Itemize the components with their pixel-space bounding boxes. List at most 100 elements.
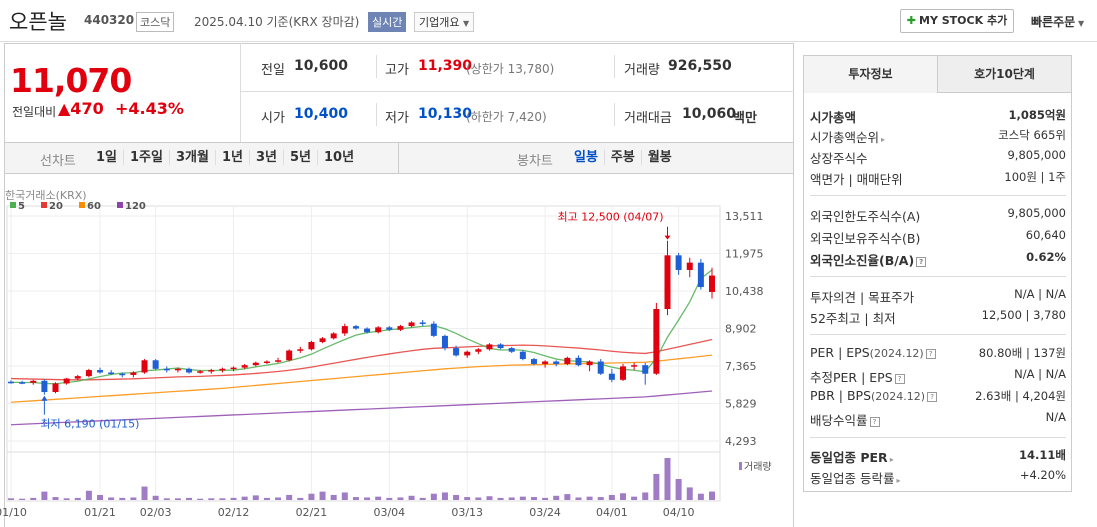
candle-body — [275, 360, 282, 362]
volume-bar — [497, 497, 504, 500]
info-icon[interactable]: ? — [894, 373, 905, 384]
x-tick-label: 03/24 — [529, 506, 561, 519]
tab-candle-0[interactable]: 일봉 — [568, 150, 605, 165]
info-icon[interactable]: ? — [916, 256, 927, 267]
tab-line-3[interactable]: 1년 — [216, 150, 250, 165]
volume-bar — [530, 497, 537, 500]
candle-body — [675, 255, 682, 270]
dividend-label: 배당수익률 — [810, 413, 868, 428]
sector-per-row[interactable]: 동일업종 PER ▸ 14.11배 — [810, 447, 1066, 467]
candle-body — [441, 335, 448, 349]
candle-body — [186, 368, 193, 373]
foreign-limit-value: 9,805,000 — [1007, 206, 1066, 220]
price-summary-box — [4, 43, 794, 143]
candle-body — [664, 255, 671, 310]
x-tick-label: 02/12 — [218, 506, 250, 519]
chevron-right-icon: ▸ — [889, 455, 894, 464]
tab-line-0[interactable]: 1일 — [90, 150, 125, 165]
ma5-line — [10, 269, 713, 385]
volume-bar — [8, 498, 14, 500]
opinion-label: 투자의견 | 목표주가 — [810, 290, 915, 305]
tab-line-2[interactable]: 3개월 — [170, 150, 216, 165]
quick-order-dropdown[interactable]: 빠른주문 ▼ — [1031, 13, 1084, 30]
candle-body — [619, 366, 626, 380]
tab-line-1[interactable]: 1주일 — [124, 150, 170, 165]
est-per-row: 추정PER | EPS? N/A | N/A — [810, 367, 1066, 387]
candle-body — [397, 326, 404, 330]
company-overview-dropdown[interactable]: 기업개요 ▼ — [414, 12, 475, 32]
pbr-date: (2024.12) — [871, 390, 926, 403]
candle-body — [219, 368, 226, 371]
candle-body — [208, 370, 215, 372]
x-tick-label: 03/13 — [451, 506, 483, 519]
par-row: 액면가 | 매매단위 100원 | 1주 — [810, 169, 1066, 189]
pbr-row: PBR | BPS(2024.12)? 2.63배 | 4,204원 — [810, 388, 1066, 408]
y-tick-label: 8,902 — [725, 323, 757, 336]
sector-rate-row[interactable]: 동일업종 등락률 ▸ +4.20% — [810, 468, 1066, 488]
stock-code: 440320 — [84, 13, 135, 27]
volume-bar — [397, 497, 404, 500]
tab-candle-2[interactable]: 월봉 — [647, 150, 672, 165]
candle-body — [141, 360, 148, 373]
low-annotation: 최저 6,190 (01/15) — [40, 418, 139, 431]
volume-bar — [63, 498, 70, 500]
y-tick-label: 10,438 — [725, 285, 764, 298]
divider — [810, 195, 1066, 196]
add-my-stock-button[interactable]: ✚ MY STOCK 추가 — [900, 9, 1014, 33]
amount-value: 10,060 — [682, 106, 737, 122]
divider — [614, 55, 615, 78]
candle-body — [375, 327, 382, 333]
candle-body — [453, 348, 460, 356]
shares-label: 상장주식수 — [810, 151, 868, 166]
sector-rate-value: +4.20% — [1019, 468, 1066, 482]
foreign-limit-label: 외국인한도주식수(A) — [810, 209, 921, 224]
tab-investment-info-label: 투자정보 — [848, 67, 893, 81]
w52-label: 52주최고 | 최저 — [810, 311, 896, 326]
change-rate: +4.43% — [115, 99, 184, 118]
sector-per-value: 14.11배 — [1019, 448, 1066, 462]
prev-close-value: 10,600 — [294, 58, 349, 74]
tab-order-book[interactable]: 호가10단계 — [938, 56, 1071, 93]
tab-line-5[interactable]: 5년 — [284, 150, 318, 165]
candle-body — [252, 362, 259, 366]
tab-investment-info[interactable]: 투자정보 — [804, 56, 938, 93]
candle-body — [108, 372, 115, 374]
volume-bar — [453, 494, 460, 500]
volume-label: 거래량 — [744, 461, 772, 473]
market-cap-rank-row[interactable]: 시가총액순위 ▸ 코스닥 665위 — [810, 127, 1066, 147]
prev-close-label: 전일 — [261, 63, 285, 78]
foreign-ratio-label: 외국인소진율(B/A) — [810, 253, 915, 268]
per-value: 80.80배 | 137원 — [978, 346, 1066, 360]
par-label: 액면가 | 매매단위 — [810, 172, 903, 187]
info-icon[interactable]: ? — [869, 416, 880, 427]
candle-body — [408, 322, 415, 327]
tab-candle-1[interactable]: 주봉 — [605, 150, 642, 165]
volume-bar — [319, 491, 326, 500]
y-tick-label: 13,511 — [725, 210, 764, 223]
amount-unit: 백만 — [733, 111, 757, 126]
tab-line-6[interactable]: 10년 — [324, 150, 355, 165]
volume-plot-frame — [6, 451, 721, 502]
info-icon[interactable]: ? — [927, 391, 938, 402]
tab-line-4[interactable]: 3년 — [250, 150, 284, 165]
add-my-stock-label: MY STOCK 추가 — [919, 14, 1008, 27]
candle-body — [564, 357, 571, 364]
y-tick-label: 7,365 — [725, 360, 757, 373]
volume-value: 926,550 — [668, 58, 732, 74]
volume-bar — [19, 498, 26, 500]
x-tick-label: 01/10 — [0, 506, 27, 519]
foreign-ratio-row: 외국인소진율(B/A)? 0.62% — [810, 250, 1066, 270]
candle-body — [497, 344, 504, 349]
realtime-button[interactable]: 실시간 — [368, 12, 407, 32]
open-label: 시가 — [261, 111, 285, 126]
divider — [810, 334, 1066, 335]
candle-body — [709, 275, 715, 292]
investment-info-panel — [803, 55, 1072, 492]
volume-bar — [386, 497, 393, 500]
info-icon[interactable]: ? — [925, 348, 936, 359]
low-arrow-head — [41, 395, 48, 401]
candle-body — [308, 341, 315, 350]
volume-bar — [330, 494, 337, 500]
dividend-row: 배당수익률? N/A — [810, 410, 1066, 430]
low-value: 10,130 — [418, 106, 473, 122]
